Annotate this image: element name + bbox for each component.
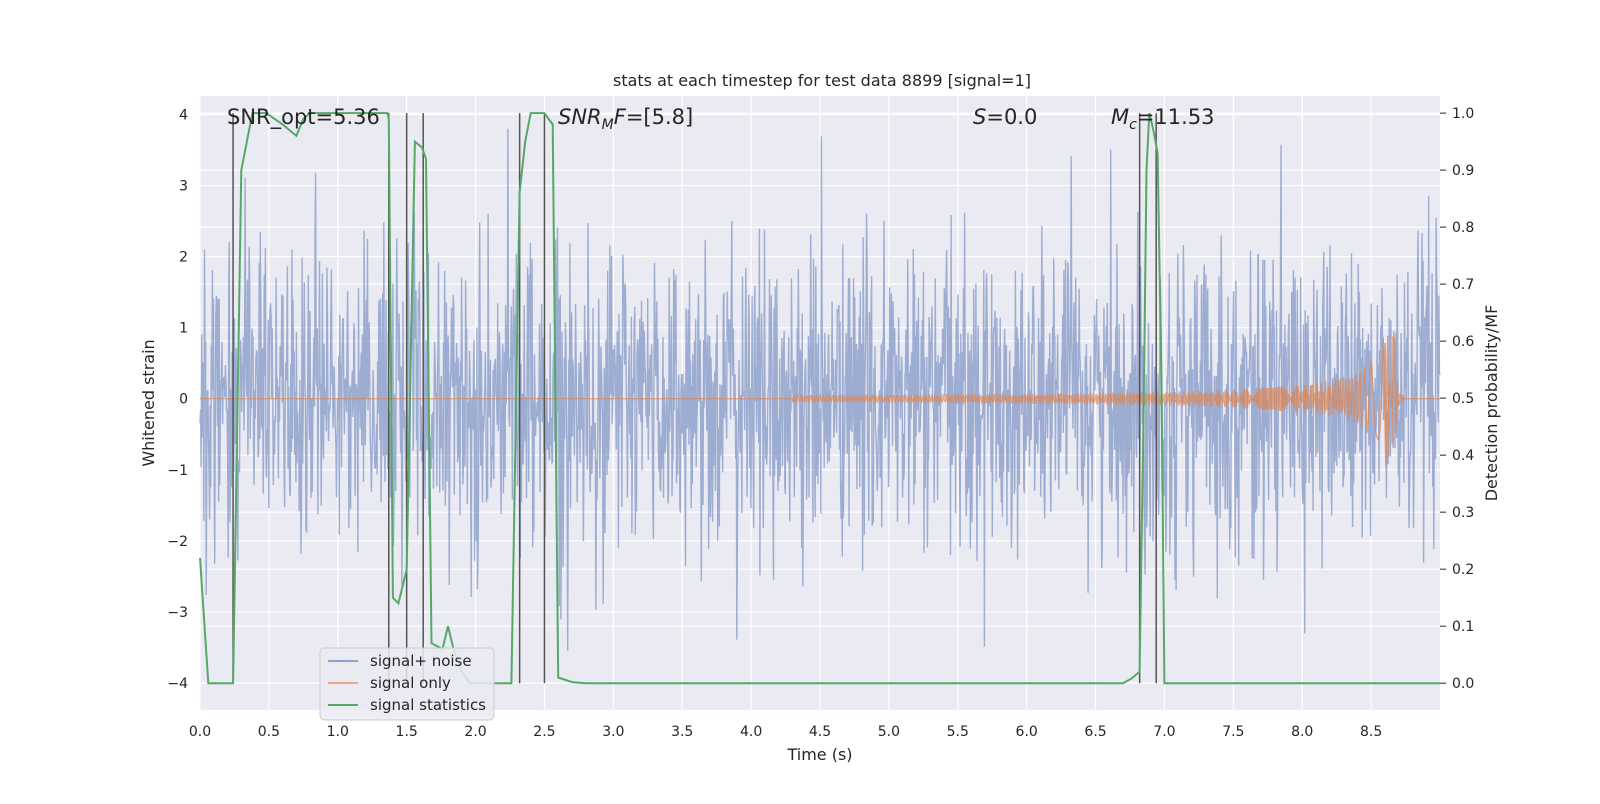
annotation-snr-opt: SNR_opt=5.36 [227,105,380,130]
y-right-tick-label: 0.2 [1452,562,1474,578]
y-left-tick-label: −3 [167,605,188,621]
x-tick-label: 7.5 [1222,724,1244,740]
legend-box [319,647,495,721]
y-left-axis-label: Whitened strain [139,339,158,466]
y-left-tick-label: −4 [167,676,188,692]
y-left-tick-label: −1 [167,463,188,479]
x-tick-label: 5.5 [947,724,969,740]
y-right-axis-ticks: 0.0 0.1 0.2 0.3 0.4 0.5 0.6 0.7 0.8 0.9 1.0 [1440,106,1474,692]
annotation-s: S=0.0 [973,105,1037,129]
y-left-tick-label: 4 [179,107,188,123]
x-tick-label: 4.0 [740,724,762,740]
y-left-tick-label: 2 [179,250,188,266]
annotation-snr-mf: SNRMF=[5.8] [558,105,693,133]
x-tick-label: 4.5 [809,724,831,740]
x-tick-label: 3.5 [671,724,693,740]
x-tick-label: 2.5 [533,724,555,740]
y-left-tick-label: −2 [167,534,188,550]
y-right-tick-label: 0.9 [1452,163,1474,179]
legend-label-signal-statistics: signal statistics [370,696,486,714]
y-right-tick-label: 0.6 [1452,334,1474,350]
y-left-tick-label: 0 [179,392,188,408]
y-right-tick-label: 0.5 [1452,391,1474,407]
y-right-tick-label: 0.0 [1452,676,1474,692]
x-tick-label: 5.0 [878,724,900,740]
y-right-tick-label: 1.0 [1452,106,1474,122]
y-left-tick-label: 1 [179,321,188,337]
y-right-tick-label: 0.8 [1452,220,1474,236]
x-tick-label: 2.0 [464,724,486,740]
x-tick-label: 6.5 [1084,724,1106,740]
x-axis-ticks: 0.0 0.5 1.0 1.5 2.0 2.5 3.0 3.5 4.0 4.5 5.0 5.5 6.0 6… [189,724,1382,740]
y-left-axis-ticks: −4 −3 −2 −1 0 1 2 3 4 [167,107,188,692]
x-tick-label: 1.0 [327,724,349,740]
y-right-tick-label: 0.7 [1452,277,1474,293]
legend-label-signal-only: signal only [370,674,451,692]
x-tick-label: 6.0 [1016,724,1038,740]
annotation-mc: Mc=11.53 [1111,105,1215,133]
x-tick-label: 0.0 [189,724,211,740]
x-tick-label: 3.0 [602,724,624,740]
x-tick-label: 8.0 [1291,724,1313,740]
y-left-tick-label: 3 [179,179,188,195]
y-right-tick-label: 0.3 [1452,505,1474,521]
vertical-markers [232,113,1157,684]
x-axis-label: Time (s) [786,745,852,764]
y-right-tick-label: 0.1 [1452,619,1474,635]
y-right-tick-label: 0.4 [1452,448,1474,464]
x-tick-label: 0.5 [258,724,280,740]
legend: signal+ noise signal only signal statist… [319,647,495,721]
y-right-axis-label: Detection probability/MF [1482,305,1501,502]
x-tick-label: 7.0 [1153,724,1175,740]
x-tick-label: 1.5 [396,724,418,740]
chart-title: stats at each timestep for test data 889… [613,71,1031,90]
x-tick-label: 8.5 [1360,724,1382,740]
legend-label-signal-noise: signal+ noise [370,652,472,670]
